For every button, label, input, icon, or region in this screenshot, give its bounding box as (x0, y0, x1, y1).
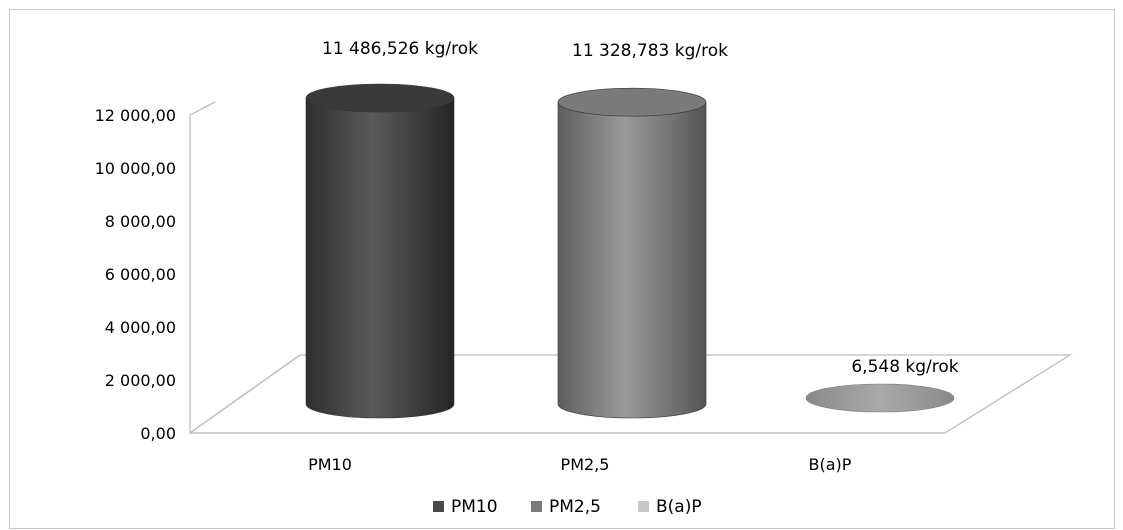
x-tick-label: PM10 (308, 455, 352, 474)
legend-item: PM10 (433, 497, 498, 517)
y-tick-label: 6 000,00 (105, 265, 176, 284)
y-tick-label: 10 000,00 (95, 159, 176, 178)
y-tick-label: 2 000,00 (105, 371, 176, 390)
data-labels: 11 486,526 kg/rok 11 328,783 kg/rok 6,548 … (322, 39, 959, 377)
legend-label: PM10 (451, 497, 498, 517)
y-tick-label: 4 000,00 (105, 318, 176, 337)
legend: PM10 PM2,5 B(a)P (433, 497, 702, 517)
bar-top-cap (305, 83, 455, 113)
bar-PM10 (305, 83, 455, 419)
y-tick-label: 12 000,00 (95, 106, 176, 125)
data-label: 6,548 kg/rok (851, 357, 958, 377)
bar-B(a)P (805, 383, 955, 413)
y-axis-wall-line (189, 101, 216, 433)
data-label: 11 486,526 kg/rok (322, 39, 478, 59)
bars (305, 83, 955, 419)
bar-base-ellipse (805, 383, 955, 413)
bar-body (305, 97, 455, 419)
x-tick-label: B(a)P (809, 455, 852, 474)
x-tick-label: PM2,5 (561, 455, 610, 474)
x-axis-tick-labels: PM10 PM2,5 B(a)P (308, 455, 852, 474)
legend-swatch (531, 501, 542, 512)
bar-top-cap (557, 87, 707, 117)
chart-frame (9, 9, 1115, 529)
legend-item: B(a)P (638, 497, 702, 517)
floor-front-edge (189, 354, 301, 434)
y-axis-tick-labels: 0,00 2 000,00 4 000,00 6 000,00 8 000,00 10 0… (95, 106, 176, 443)
chart-axes (187, 101, 1073, 434)
bar-body (557, 101, 707, 419)
legend-label: B(a)P (656, 497, 702, 517)
legend-swatch (638, 501, 649, 512)
legend-label: PM2,5 (549, 497, 601, 517)
bar-PM2,5 (557, 87, 707, 419)
data-label: 11 328,783 kg/rok (572, 41, 728, 61)
legend-item: PM2,5 (531, 497, 601, 517)
legend-swatch (433, 501, 444, 512)
y-tick-label: 8 000,00 (105, 212, 176, 231)
y-tick-label: 0,00 (140, 424, 176, 443)
